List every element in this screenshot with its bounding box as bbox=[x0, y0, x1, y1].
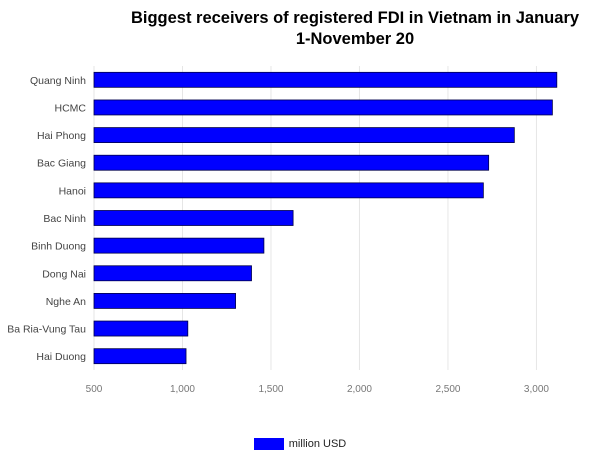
category-label: Hai Phong bbox=[37, 130, 86, 142]
bar bbox=[93, 127, 515, 143]
bar bbox=[93, 210, 294, 226]
x-tick-label: 2,000 bbox=[347, 384, 372, 395]
category-label: Hanoi bbox=[59, 185, 86, 197]
bars-layer bbox=[93, 71, 558, 365]
bar bbox=[93, 71, 558, 88]
category-label: Dong Nai bbox=[42, 268, 86, 280]
x-tick-label: 2,500 bbox=[435, 384, 460, 395]
bar bbox=[93, 99, 553, 116]
category-label: Bac Ninh bbox=[43, 213, 86, 225]
chart-title-line-2: 1-November 20 bbox=[295, 30, 415, 48]
category-label: Bac Giang bbox=[37, 158, 86, 170]
bar bbox=[93, 154, 490, 171]
x-tick-label: 500 bbox=[86, 384, 103, 395]
x-tick-label: 3,000 bbox=[524, 384, 549, 395]
bar bbox=[93, 320, 189, 337]
bar bbox=[93, 348, 187, 365]
x-tick-label: 1,000 bbox=[170, 384, 195, 395]
category-label: Hai Duong bbox=[36, 351, 86, 363]
legend-label: million USD bbox=[288, 438, 347, 450]
bar bbox=[93, 182, 484, 199]
category-label: Nghe An bbox=[46, 296, 86, 308]
x-tick-label: 1,500 bbox=[258, 384, 283, 395]
category-label: Ba Ria-Vung Tau bbox=[7, 324, 86, 336]
bar bbox=[93, 265, 252, 282]
category-label: Quang Ninh bbox=[30, 75, 86, 87]
bar bbox=[93, 237, 265, 254]
category-label: HCMC bbox=[55, 102, 87, 114]
bar bbox=[93, 293, 236, 309]
category-label: Binh Duong bbox=[31, 241, 86, 253]
legend-swatch bbox=[253, 438, 284, 450]
chart-title: Biggest receivers of registered FDI in V… bbox=[0, 8, 600, 50]
legend: million USD bbox=[0, 438, 600, 450]
chart-title-line-1: Biggest receivers of registered FDI in V… bbox=[130, 9, 580, 27]
x-tick-labels: 500 1,000 1,500 2,000 2,500 3,000 bbox=[86, 384, 550, 395]
category-labels: Quang Ninh HCMC Hai Phong Bac Giang Hanoi Bac… bbox=[7, 75, 86, 363]
